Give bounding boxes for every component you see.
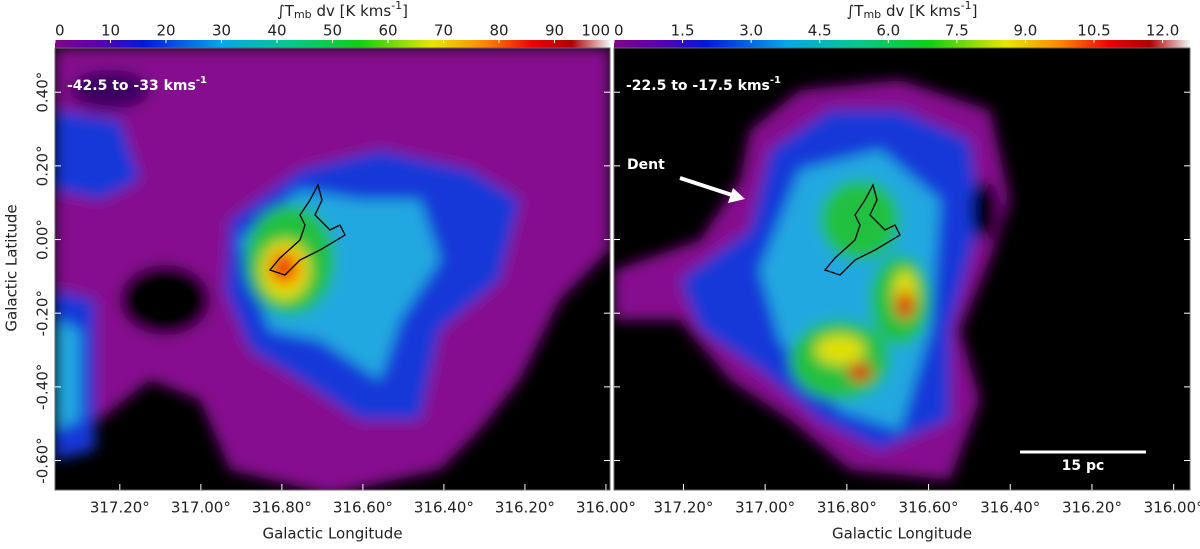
x-tick-label: 317.00° (735, 499, 795, 517)
colorbar-tick-label: 60 (378, 22, 397, 40)
y-tick-label: 0.20° (34, 145, 52, 186)
label-part: ∫T (846, 2, 864, 20)
range-text: -42.5 to -33 kms (67, 78, 196, 94)
colorbar-tick-label: 40 (267, 22, 286, 40)
x-tick-label: 316.20° (1062, 499, 1122, 517)
x-tick-label: 316.60° (899, 499, 959, 517)
x-tick-label: 316.00° (576, 499, 636, 517)
x-tick-label: 317.20° (90, 499, 150, 517)
x-tick-label: 317.00° (171, 499, 231, 517)
colorbar-tick-label: 9.0 (1013, 22, 1037, 40)
label-part: ∫T (277, 2, 295, 20)
intensity-map (55, 48, 610, 490)
colorbar-tick-label: 10 (101, 22, 120, 40)
colorbar-tick-label: 12.0 (1146, 22, 1179, 40)
x-tick-label: 316.40° (414, 499, 474, 517)
y-tick-label: -0.60° (34, 437, 52, 483)
label-sub: mb (863, 8, 881, 21)
colorbar-tick-label: 7.5 (945, 22, 969, 40)
intensity-map (614, 48, 1190, 490)
colorbar-tick-label: 20 (156, 22, 175, 40)
x-tick-label: 316.80° (817, 499, 877, 517)
colorbar-tick-label: 1.5 (671, 22, 695, 40)
y-tick-label: -0.40° (34, 364, 52, 410)
x-tick-label: 316.40° (980, 499, 1040, 517)
colorbar-tick-label: 6.0 (876, 22, 900, 40)
x-tick-label: 316.60° (333, 499, 393, 517)
colorbar-label: ∫Tmb dv [K kms-1] (846, 0, 977, 21)
colorbar-tick-label: 3.0 (739, 22, 763, 40)
x-tick-label: 316.20° (495, 499, 555, 517)
colorbar-tick-label: 0 (614, 22, 624, 40)
label-sup: -1 (961, 0, 972, 12)
range-text: -22.5 to -17.5 kms (626, 78, 770, 94)
y-tick-label: -0.20° (34, 290, 52, 336)
label-part: dv [K kms (881, 2, 961, 20)
colorbar-tick-label: 80 (489, 22, 508, 40)
colorbar-tick-label: 0 (55, 22, 65, 40)
colorbar-tick-label: 50 (323, 22, 342, 40)
scale-bar-label: 15 pc (1062, 458, 1105, 474)
colorbar-tick-label: 100 (581, 22, 610, 40)
colorbar-tick-label: 70 (434, 22, 453, 40)
arrow-label: Dent (627, 157, 665, 173)
colorbar (55, 40, 610, 48)
x-axis-label: Galactic Longitude (262, 525, 402, 543)
panel-frame (613, 47, 1191, 491)
colorbar-tick-label: 10.5 (1077, 22, 1110, 40)
velocity-range: -42.5 to -33 kms-1 (67, 75, 207, 94)
range-sup: -1 (196, 75, 207, 86)
colorbar-label: ∫Tmb dv [K kms-1] (277, 0, 408, 21)
x-tick-label: 316.00° (1144, 499, 1200, 517)
label-sub: mb (294, 8, 312, 21)
colorbar (614, 40, 1190, 48)
x-tick-label: 317.20° (653, 499, 713, 517)
label-part: ] (402, 2, 408, 20)
range-sup: -1 (770, 75, 781, 86)
colorbar-tick-label: 90 (545, 22, 564, 40)
label-sup: -1 (391, 0, 402, 12)
x-tick-label: 316.80° (252, 499, 312, 517)
panel-frame (54, 47, 611, 491)
label-part: ] (972, 2, 978, 20)
velocity-range: -22.5 to -17.5 kms-1 (626, 75, 781, 94)
y-tick-label: 0.40° (34, 72, 52, 113)
colorbar-tick-label: 30 (212, 22, 231, 40)
colorbar-tick-label: 4.5 (808, 22, 832, 40)
y-axis-label: Galactic Latitude (3, 204, 21, 331)
x-axis-label: Galactic Longitude (832, 525, 972, 543)
label-part: dv [K kms (312, 2, 392, 20)
y-tick-label: 0.00° (34, 219, 52, 260)
